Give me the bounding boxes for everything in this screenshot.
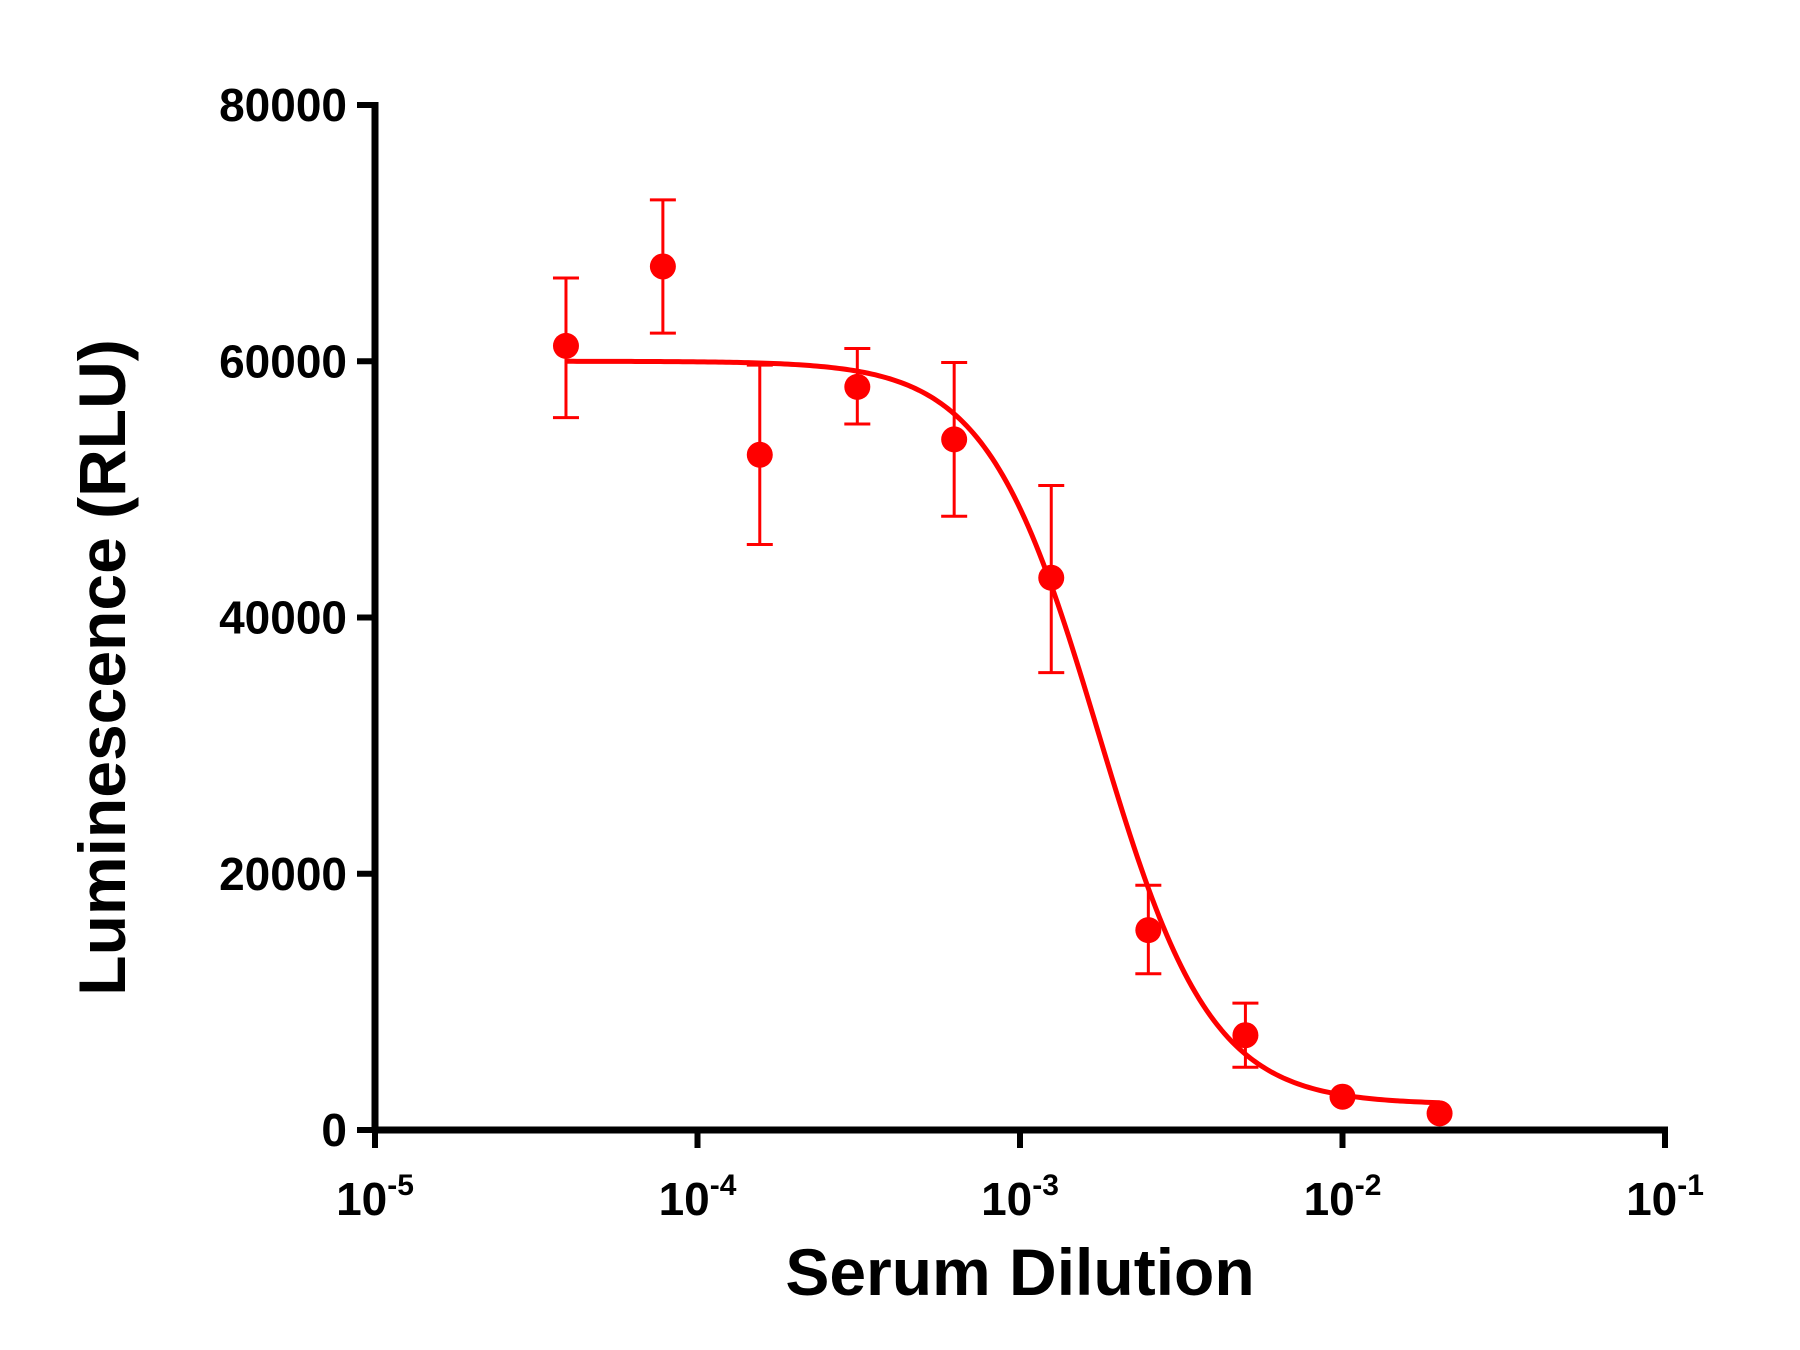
y-tick-label: 60000 — [219, 335, 347, 387]
x-tick-label-base: 10 — [336, 1173, 387, 1225]
fit-curve-layer — [565, 358, 1440, 1106]
x-tick-label-base: 10 — [1304, 1173, 1355, 1225]
y-tick-label: 20000 — [219, 848, 347, 900]
data-point — [1232, 1022, 1259, 1049]
x-tick-label: 10-3 — [981, 1169, 1059, 1225]
y-tick-label: 0 — [321, 1104, 347, 1156]
x-tick-label-base: 10 — [981, 1173, 1032, 1225]
x-tick-label-exponent: -3 — [1032, 1169, 1059, 1202]
data-point — [746, 441, 773, 468]
x-tick-label: 10-4 — [659, 1169, 737, 1225]
data-point — [1038, 564, 1065, 591]
x-tick-label-base: 10 — [659, 1173, 710, 1225]
data-points — [552, 253, 1453, 1127]
data-point — [1135, 917, 1162, 944]
data-point — [649, 253, 676, 280]
x-tick-label-exponent: -5 — [387, 1169, 414, 1202]
y-tick-label: 80000 — [219, 79, 347, 131]
y-tick-label: 40000 — [219, 592, 347, 644]
data-point — [844, 373, 871, 400]
x-tick-label-exponent: -2 — [1355, 1169, 1382, 1202]
data-point — [552, 332, 579, 359]
fit-curve — [565, 358, 1440, 1106]
x-tick-label-exponent: -1 — [1677, 1169, 1704, 1202]
data-point — [1329, 1083, 1356, 1110]
x-tick-label: 10-5 — [336, 1169, 414, 1225]
data-point — [1426, 1100, 1453, 1127]
data-point — [941, 426, 968, 453]
x-tick-label: 10-1 — [1626, 1169, 1704, 1225]
x-tick-label: 10-2 — [1304, 1169, 1382, 1225]
x-tick-label-exponent: -4 — [710, 1169, 737, 1202]
x-tick-label-base: 10 — [1626, 1173, 1677, 1225]
x-axis-title: Serum Dilution — [785, 1235, 1254, 1309]
y-axis-title: Luminescence (RLU) — [65, 339, 139, 995]
